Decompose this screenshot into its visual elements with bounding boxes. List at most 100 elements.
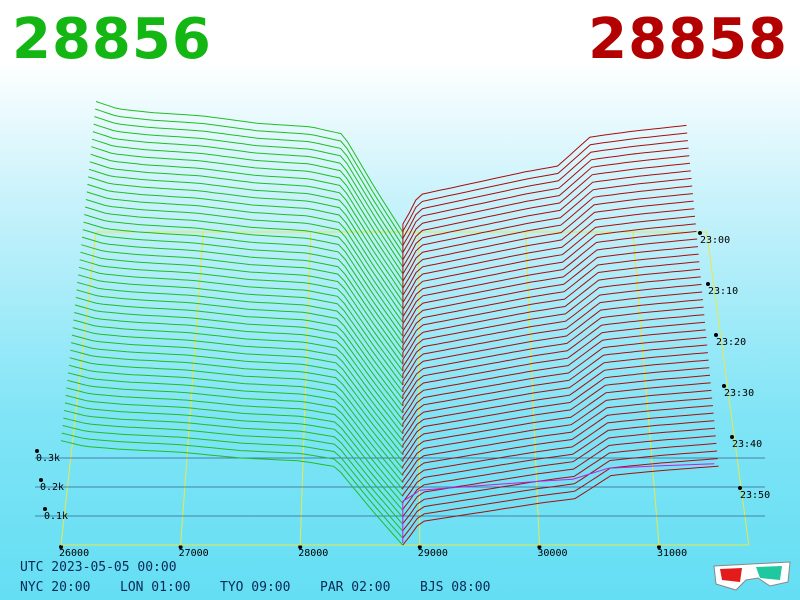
bid-depth-line	[63, 417, 403, 525]
bid-depth-line	[64, 402, 403, 511]
ask-depth-line	[402, 276, 701, 372]
tz-par: PAR 02:00	[320, 580, 391, 595]
grid-line	[180, 231, 204, 546]
bid-depth-line	[76, 289, 403, 407]
3d-glasses-icon[interactable]	[710, 556, 794, 592]
bid-depth-line	[71, 334, 403, 448]
ask-depth-line	[402, 336, 707, 427]
bid-depth-line	[89, 161, 404, 288]
x-tick-mark	[178, 545, 183, 549]
x-tick-label: 26000	[59, 548, 89, 559]
ask-depth-line	[402, 405, 713, 490]
ask-depth-line	[402, 306, 704, 399]
time-tick-mark	[714, 333, 718, 337]
time-tick-mark	[706, 282, 710, 286]
x-tick-label: 27000	[179, 548, 209, 559]
ask-depth-line	[402, 261, 700, 358]
ask-depth-line	[402, 200, 694, 302]
y-tick-label: 0.1k	[44, 511, 68, 522]
utc-timestamp: UTC 2023-05-05 00:00	[20, 560, 177, 575]
ask-depth-line	[402, 185, 693, 288]
tz-nyc: NYC 20:00	[20, 580, 91, 595]
bid-depth-line	[91, 138, 404, 268]
bid-depth-line	[69, 357, 403, 469]
bid-depth-line	[73, 319, 403, 435]
bid-depth-line	[94, 116, 404, 247]
time-tick-mark	[698, 231, 702, 235]
bid-depth-line	[81, 236, 404, 358]
bid-depth-line	[78, 266, 404, 386]
ask-depth-line	[402, 329, 706, 420]
ask-depth-line	[402, 382, 711, 469]
ask-depth-line	[402, 299, 703, 392]
x-tick-mark	[59, 545, 63, 549]
bid-depth-line	[84, 206, 404, 330]
x-tick-label: 29000	[418, 548, 448, 559]
grid-line	[417, 231, 421, 546]
ask-depth-line	[402, 367, 710, 455]
ask-depth-line	[402, 140, 688, 246]
bid-depth-line	[70, 349, 403, 462]
bid-depth-line	[93, 123, 404, 254]
ask-depth-line	[402, 450, 718, 532]
bid-depth-line	[62, 425, 403, 532]
ask-depth-line	[402, 420, 715, 504]
ask-depth-line	[402, 238, 698, 337]
ask-depth-line	[402, 170, 691, 274]
bid-depth-line	[95, 101, 404, 233]
bid-depth-line	[63, 410, 403, 518]
bid-depth-line	[61, 432, 403, 539]
bid-depth-line	[74, 304, 403, 421]
bid-depth-line	[79, 259, 404, 379]
ask-depth-line	[402, 412, 714, 497]
ask-depth-line	[402, 465, 719, 546]
bid-depth-line	[75, 296, 403, 414]
bid-depth-line	[88, 168, 404, 295]
ask-depth-line	[402, 352, 708, 441]
x-tick-mark	[537, 545, 542, 549]
time-tick-mark	[738, 486, 742, 490]
bid-price: 28856	[12, 7, 212, 72]
ask-depth-line	[402, 230, 697, 330]
time-tick-label: 23:10	[708, 286, 738, 297]
ask-depth-line	[402, 427, 716, 511]
ask-depth-line	[402, 374, 711, 462]
x-tick-mark	[417, 545, 422, 549]
bid-depth-line	[68, 364, 403, 476]
time-tick-label: 23:50	[740, 490, 770, 501]
ask-depth-line	[402, 321, 706, 413]
x-tick-label: 31000	[657, 548, 687, 559]
x-tick-label: 28000	[298, 548, 328, 559]
y-tick-mark	[39, 478, 43, 482]
time-tick-label: 23:30	[724, 388, 754, 399]
ask-depth-line	[402, 389, 712, 476]
grid-line	[60, 231, 97, 546]
ask-depth-line	[402, 223, 696, 323]
bid-depth-line	[67, 379, 403, 490]
bid-depth-line	[86, 191, 404, 316]
ask-depth-line	[402, 124, 687, 232]
time-tick-label: 23:00	[700, 235, 730, 246]
bid-depth-line	[72, 327, 403, 442]
time-tick-label: 23:40	[732, 439, 762, 450]
ask-depth-line	[402, 155, 690, 260]
bid-depth-line	[95, 108, 404, 240]
x-tick-mark	[657, 545, 661, 549]
y-tick-label: 0.3k	[36, 453, 60, 464]
grid-line	[525, 231, 540, 546]
bid-depth-line	[80, 251, 404, 372]
ask-depth-line	[402, 253, 699, 351]
time-tick-mark	[722, 384, 726, 388]
bid-depth-line	[77, 274, 404, 393]
tz-bjs: BJS 08:00	[420, 580, 491, 595]
ask-depth-line	[402, 344, 708, 434]
bid-depth-line	[91, 146, 404, 274]
ask-depth-line	[402, 291, 703, 385]
bid-depth-line	[87, 183, 404, 309]
y-tick-label: 0.2k	[40, 482, 64, 493]
ask-depth-line	[402, 268, 701, 365]
time-tick-mark	[730, 435, 734, 439]
ask-depth-line	[402, 132, 688, 239]
bid-depth-line	[60, 440, 403, 546]
